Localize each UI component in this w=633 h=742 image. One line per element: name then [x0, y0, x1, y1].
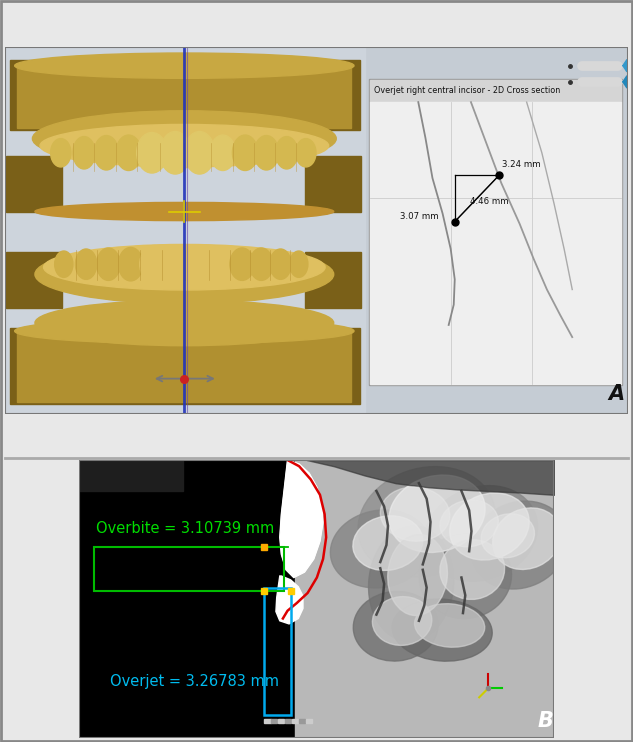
Ellipse shape: [35, 245, 334, 303]
Ellipse shape: [116, 135, 141, 171]
Bar: [370, 80, 621, 102]
Ellipse shape: [32, 111, 336, 166]
Ellipse shape: [415, 604, 485, 647]
Ellipse shape: [137, 133, 167, 173]
Ellipse shape: [54, 251, 73, 278]
Ellipse shape: [73, 137, 95, 169]
Ellipse shape: [492, 508, 561, 569]
FancyBboxPatch shape: [17, 66, 351, 128]
Ellipse shape: [232, 135, 258, 171]
Bar: [10, 328, 360, 404]
Ellipse shape: [184, 131, 215, 174]
Ellipse shape: [44, 244, 325, 290]
Ellipse shape: [40, 125, 329, 167]
Text: 4.46 mm: 4.46 mm: [470, 197, 508, 206]
Ellipse shape: [387, 534, 448, 616]
Ellipse shape: [210, 135, 235, 171]
Bar: [79, 460, 183, 491]
Ellipse shape: [230, 248, 254, 280]
Bar: [305, 156, 361, 211]
Bar: [279, 719, 284, 723]
Bar: [295, 460, 554, 738]
Ellipse shape: [380, 487, 450, 541]
Ellipse shape: [160, 131, 191, 174]
Ellipse shape: [296, 139, 316, 167]
Polygon shape: [280, 460, 323, 577]
Ellipse shape: [249, 248, 273, 280]
Ellipse shape: [162, 245, 191, 283]
Ellipse shape: [15, 53, 354, 79]
Bar: [306, 719, 312, 723]
Text: Overjet = 3.26783 mm: Overjet = 3.26783 mm: [110, 674, 279, 689]
Ellipse shape: [35, 203, 334, 220]
Text: A: A: [609, 384, 625, 404]
Text: B: B: [538, 712, 554, 732]
Bar: [6, 252, 62, 308]
Bar: [285, 719, 291, 723]
Ellipse shape: [35, 300, 334, 346]
Bar: [265, 719, 270, 723]
Ellipse shape: [372, 597, 432, 646]
Ellipse shape: [424, 485, 537, 581]
Ellipse shape: [449, 493, 529, 560]
Text: 3.24 mm: 3.24 mm: [503, 160, 541, 169]
Ellipse shape: [290, 251, 308, 278]
Ellipse shape: [185, 245, 214, 283]
Ellipse shape: [51, 139, 71, 167]
Ellipse shape: [209, 248, 233, 281]
Text: Overjet right central incisor - 2D Cross section: Overjet right central incisor - 2D Cross…: [373, 87, 560, 96]
Ellipse shape: [275, 137, 298, 169]
Bar: [292, 719, 298, 723]
Ellipse shape: [75, 249, 97, 280]
Bar: [368, 79, 622, 384]
Ellipse shape: [353, 591, 438, 661]
Bar: [299, 719, 305, 723]
Bar: [10, 59, 360, 131]
Bar: [5, 47, 365, 414]
Ellipse shape: [440, 539, 505, 600]
Ellipse shape: [358, 467, 495, 577]
Ellipse shape: [440, 500, 498, 547]
Text: Overbite = 3.10739 mm: Overbite = 3.10739 mm: [96, 522, 274, 536]
Ellipse shape: [270, 249, 291, 280]
Bar: [6, 156, 62, 211]
Ellipse shape: [330, 510, 430, 588]
Ellipse shape: [481, 513, 534, 558]
Ellipse shape: [419, 533, 511, 619]
Bar: [272, 719, 277, 723]
Polygon shape: [276, 576, 303, 624]
Bar: [370, 102, 621, 384]
Ellipse shape: [140, 246, 168, 283]
Bar: [265, 588, 291, 715]
Bar: [94, 547, 284, 591]
Polygon shape: [623, 76, 631, 88]
Ellipse shape: [368, 526, 454, 642]
FancyBboxPatch shape: [17, 331, 351, 402]
Ellipse shape: [15, 318, 354, 344]
Ellipse shape: [392, 599, 492, 661]
Ellipse shape: [353, 516, 423, 571]
Ellipse shape: [389, 475, 485, 553]
Polygon shape: [623, 59, 631, 72]
Ellipse shape: [97, 248, 120, 280]
Ellipse shape: [254, 136, 279, 170]
Ellipse shape: [118, 248, 143, 281]
Text: 3.07 mm: 3.07 mm: [400, 211, 439, 220]
Ellipse shape: [94, 136, 118, 170]
Bar: [305, 252, 361, 308]
Ellipse shape: [470, 501, 568, 589]
